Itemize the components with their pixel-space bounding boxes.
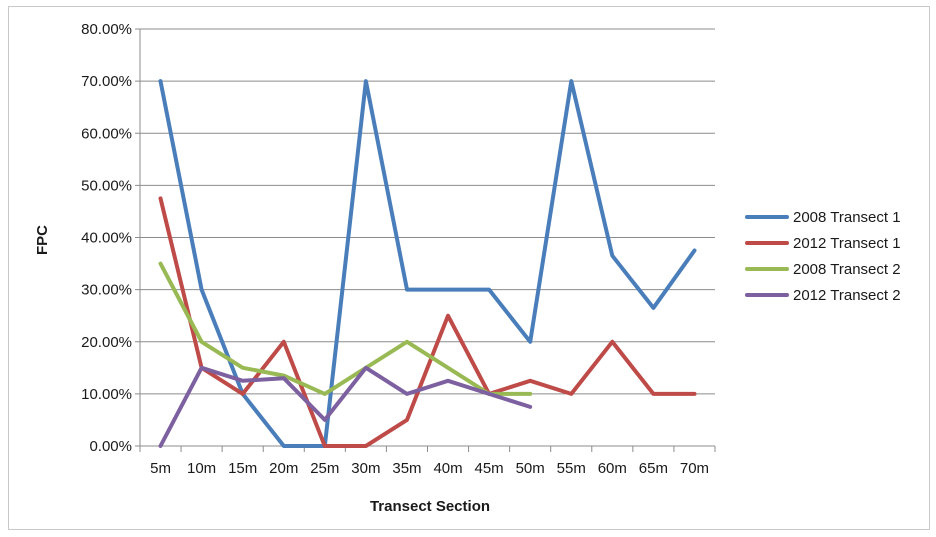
x-tick-label: 40m bbox=[433, 460, 462, 477]
y-tick-label: 80.00% bbox=[81, 21, 132, 38]
y-tick-label: 60.00% bbox=[81, 125, 132, 142]
series-line-2 bbox=[158, 196, 697, 448]
legend: 2008 Transect 1 2012 Transect 1 2008 Trans… bbox=[745, 209, 901, 304]
y-tick-label: 40.00% bbox=[81, 230, 132, 247]
series-line-3 bbox=[158, 261, 533, 396]
x-tick-label: 25m bbox=[310, 460, 339, 477]
x-axis-title: Transect Section bbox=[370, 498, 490, 515]
x-tick-label: 70m bbox=[680, 460, 709, 477]
y-tick-label: 70.00% bbox=[81, 73, 132, 90]
legend-label: 2012 Transect 2 bbox=[793, 287, 901, 304]
x-tick-label: 10m bbox=[187, 460, 216, 477]
y-axis-title: FPC bbox=[34, 225, 51, 255]
y-tick-label: 0.00% bbox=[89, 438, 132, 455]
gridlines bbox=[140, 28, 715, 395]
y-tick-labels: 0.00% 10.00% 20.00% 30.00% 40.00% 50.00% 60.00… bbox=[81, 21, 132, 455]
series-line-4 bbox=[158, 365, 533, 448]
x-tick-label: 30m bbox=[351, 460, 380, 477]
legend-label: 2008 Transect 1 bbox=[793, 209, 901, 226]
y-tick-label: 50.00% bbox=[81, 177, 132, 194]
x-tick-label: 5m bbox=[150, 460, 171, 477]
x-tick-label: 20m bbox=[269, 460, 298, 477]
x-tick-label: 45m bbox=[475, 460, 504, 477]
y-tick-label: 30.00% bbox=[81, 282, 132, 299]
legend-label: 2008 Transect 2 bbox=[793, 261, 901, 278]
y-tick-label: 20.00% bbox=[81, 334, 132, 351]
x-tick-label: 65m bbox=[639, 460, 668, 477]
y-tick-label: 10.00% bbox=[81, 386, 132, 403]
x-tick-label: 35m bbox=[392, 460, 421, 477]
series-line-1 bbox=[158, 79, 697, 448]
x-tick-label: 15m bbox=[228, 460, 257, 477]
legend-label: 2012 Transect 1 bbox=[793, 235, 901, 252]
x-tick-label: 60m bbox=[598, 460, 627, 477]
x-tick-label: 55m bbox=[557, 460, 586, 477]
x-tick-labels: 5m 10m 15m 20m 25m 30m 35m 40m 45m 50m 55m 60m 65m 70… bbox=[150, 460, 709, 477]
axes bbox=[135, 28, 716, 452]
series-lines bbox=[158, 79, 697, 448]
x-tick-label: 50m bbox=[516, 460, 545, 477]
